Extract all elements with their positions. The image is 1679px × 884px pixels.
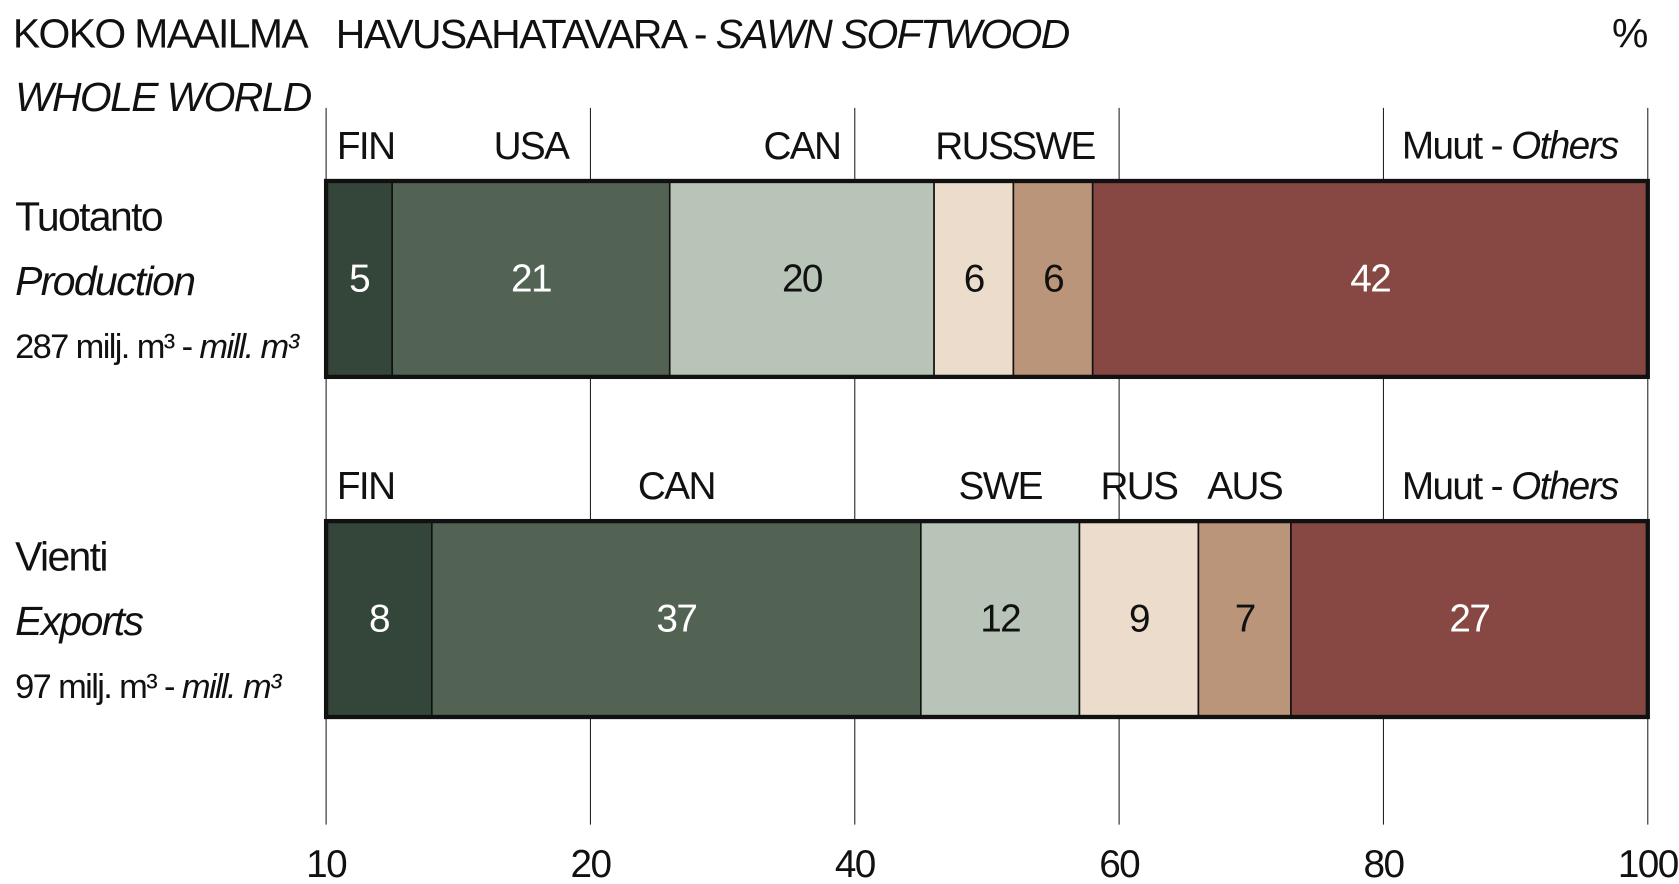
value-label: 21 <box>511 257 551 300</box>
segment-name: SWE <box>958 465 1042 508</box>
bar-segment <box>1091 180 1649 378</box>
title-en: SAWN SOFTWOOD <box>716 11 1070 57</box>
x-tick-label: 40 <box>835 843 876 884</box>
bar-segment <box>431 520 922 718</box>
title: HAVUSAHATAVARA - <box>336 11 716 57</box>
chart-title: HAVUSAHATAVARA - SAWN SOFTWOOD <box>336 11 1070 57</box>
segment-name: Muut - <box>1402 465 1511 508</box>
x-tick-label: 60 <box>1099 843 1140 884</box>
bar-label: Tuotanto <box>15 194 163 240</box>
segment-name: RUS <box>935 125 1013 168</box>
segment-name: Muut - Others <box>1402 465 1619 508</box>
x-tick-label: 10 <box>306 843 347 884</box>
segment-name: CAN <box>763 125 840 168</box>
value-label: 37 <box>656 597 696 640</box>
total-en: mill. m³ <box>199 328 300 366</box>
value-label: 20 <box>782 257 823 300</box>
bar-total: 287 milj. m³ - mill. m³ <box>15 328 301 366</box>
x-tick-label: 80 <box>1364 843 1405 884</box>
segment-name: FIN <box>337 125 395 168</box>
value-label: 7 <box>1235 597 1255 640</box>
value-label: 6 <box>964 257 984 300</box>
value-label: 27 <box>1449 597 1489 640</box>
segment-name: CAN <box>638 465 715 508</box>
bar-label-en: Production <box>15 258 194 304</box>
value-label: 9 <box>1129 597 1149 640</box>
region: KOKO MAAILMA <box>13 11 309 57</box>
segment-name: Muut - <box>1402 125 1511 168</box>
value-label: 6 <box>1043 257 1063 300</box>
x-tick-label: 20 <box>571 843 612 884</box>
bar-segment <box>1290 520 1649 718</box>
segment-name: RUS <box>1100 465 1178 508</box>
bar-segment <box>920 520 1081 718</box>
bar-segment <box>1012 180 1094 378</box>
total: 287 milj. m³ - <box>15 328 199 366</box>
bar-segment <box>1197 520 1292 718</box>
segment-name: USA <box>494 125 571 168</box>
unit: % <box>1612 11 1647 57</box>
total: 97 milj. m³ - <box>15 668 182 706</box>
segment-name: SWE <box>1011 125 1095 168</box>
bar-outline <box>323 518 1650 720</box>
total-en: mill. m³ <box>182 668 283 706</box>
segment-name: Muut - Others <box>1402 125 1619 168</box>
bar-label: Vienti <box>15 534 107 580</box>
value-label: 12 <box>980 597 1020 640</box>
bar-total: 97 milj. m³ - mill. m³ <box>15 668 283 706</box>
x-tick-label: 100 <box>1618 843 1679 884</box>
segment-name-en: Others <box>1511 125 1619 168</box>
value-label: 5 <box>349 257 369 300</box>
region-en: WHOLE WORLD <box>15 74 312 120</box>
segment-name-en: Others <box>1511 465 1619 508</box>
segment-name: FIN <box>337 465 395 508</box>
bar-segment <box>668 180 935 378</box>
bar-outline <box>323 178 1650 380</box>
value-label: 42 <box>1350 257 1390 300</box>
value-label: 8 <box>369 597 389 640</box>
bar-label-en: Exports <box>15 598 143 644</box>
segment-name: AUS <box>1207 465 1283 508</box>
